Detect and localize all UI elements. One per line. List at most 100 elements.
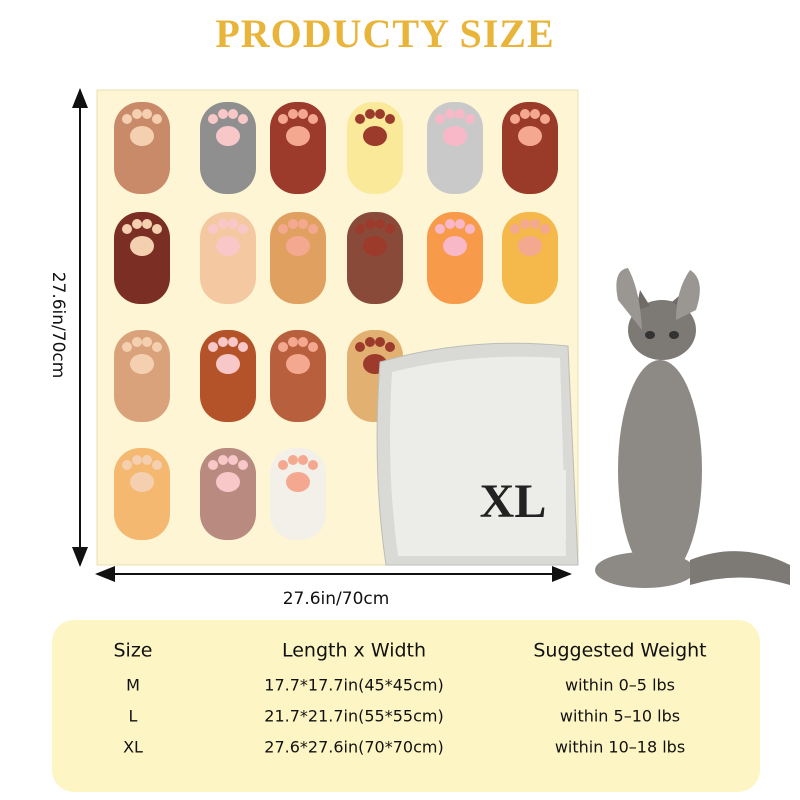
paw — [200, 448, 256, 540]
paw-toe — [132, 219, 142, 229]
paw-toe — [218, 337, 228, 347]
paw-toe — [435, 114, 445, 124]
paw-toe — [288, 337, 298, 347]
table-header: Size — [113, 640, 152, 662]
paw-toe — [365, 337, 375, 347]
cat — [595, 268, 790, 588]
paw — [114, 212, 170, 304]
table-cell: L — [129, 707, 138, 726]
paw-toe — [298, 219, 308, 229]
table-header: Suggested Weight — [533, 640, 706, 662]
paw — [114, 102, 170, 194]
paw-toe — [298, 109, 308, 119]
paw-toe — [445, 109, 455, 119]
paw-toe — [152, 460, 162, 470]
paw-toe — [122, 460, 132, 470]
paw-toe — [520, 219, 530, 229]
paw-toe — [355, 224, 365, 234]
paw-toe — [288, 109, 298, 119]
paw-toe — [238, 224, 248, 234]
paw — [200, 102, 256, 194]
table-cell: 17.7*17.7in(45*45cm) — [264, 676, 443, 695]
paw-toe — [308, 460, 318, 470]
table-cell: XL — [123, 738, 143, 757]
paw-toe — [238, 114, 248, 124]
paw-toe — [455, 109, 465, 119]
paw-toe — [208, 114, 218, 124]
paw — [114, 448, 170, 540]
paw-toe — [355, 114, 365, 124]
paw-pad — [130, 354, 154, 374]
width-label: 27.6in/70cm — [283, 589, 390, 609]
paw-pad — [130, 472, 154, 492]
paw-toe — [298, 337, 308, 347]
paw-pad — [286, 472, 310, 492]
paw-toe — [465, 224, 475, 234]
paw-pad — [518, 236, 542, 256]
paw-toe — [455, 219, 465, 229]
table-cell: 27.6*27.6in(70*70cm) — [264, 738, 443, 757]
paw-toe — [365, 219, 375, 229]
paw-toe — [152, 114, 162, 124]
paw-toe — [278, 224, 288, 234]
paw-pad — [443, 236, 467, 256]
paw — [270, 102, 326, 194]
paw-toe — [510, 224, 520, 234]
paw-toe — [122, 224, 132, 234]
paw-toe — [152, 342, 162, 352]
paw-toe — [375, 219, 385, 229]
paw — [347, 102, 403, 194]
paw-toe — [298, 455, 308, 465]
paw-toe — [228, 337, 238, 347]
paw-toe — [385, 114, 395, 124]
paw-toe — [308, 224, 318, 234]
paw-toe — [238, 460, 248, 470]
paw-toe — [142, 337, 152, 347]
table-cell: within 5–10 lbs — [560, 707, 680, 726]
paw-toe — [278, 460, 288, 470]
paw-toe — [365, 109, 375, 119]
paw — [114, 330, 170, 422]
table-cell: within 0–5 lbs — [565, 676, 675, 695]
paw-toe — [355, 342, 365, 352]
paw-toe — [278, 342, 288, 352]
paw-toe — [208, 342, 218, 352]
paw-pad — [130, 236, 154, 256]
paw-pad — [216, 236, 240, 256]
paw-pad — [216, 472, 240, 492]
paw-toe — [228, 109, 238, 119]
paw-toe — [218, 219, 228, 229]
paw-toe — [208, 224, 218, 234]
paw-pad — [286, 126, 310, 146]
paw-toe — [445, 219, 455, 229]
paw-toe — [228, 219, 238, 229]
badge-bg — [474, 470, 566, 540]
paw-toe — [278, 114, 288, 124]
paw — [427, 102, 483, 194]
paw-pad — [286, 354, 310, 374]
paw-pad — [443, 126, 467, 146]
size-table: Size Length x Width Suggested Weight M 17.7*… — [113, 640, 706, 757]
paw-toe — [510, 114, 520, 124]
paw-toe — [238, 342, 248, 352]
paw-toe — [152, 224, 162, 234]
paw-toe — [132, 109, 142, 119]
paw-toe — [308, 342, 318, 352]
paw-toe — [122, 342, 132, 352]
paw-toe — [465, 114, 475, 124]
paw-toe — [375, 109, 385, 119]
size-table-bg — [52, 620, 760, 792]
paw-toe — [288, 455, 298, 465]
paw-toe — [132, 337, 142, 347]
paw — [270, 212, 326, 304]
table-header: Length x Width — [282, 640, 426, 662]
size-badge: XL — [480, 475, 547, 528]
paw — [200, 212, 256, 304]
paw-toe — [375, 337, 385, 347]
paw-toe — [142, 109, 152, 119]
paw-toe — [530, 109, 540, 119]
paw-toe — [435, 224, 445, 234]
table-cell: 21.7*21.7in(55*55cm) — [264, 707, 443, 726]
paw-pad — [363, 236, 387, 256]
